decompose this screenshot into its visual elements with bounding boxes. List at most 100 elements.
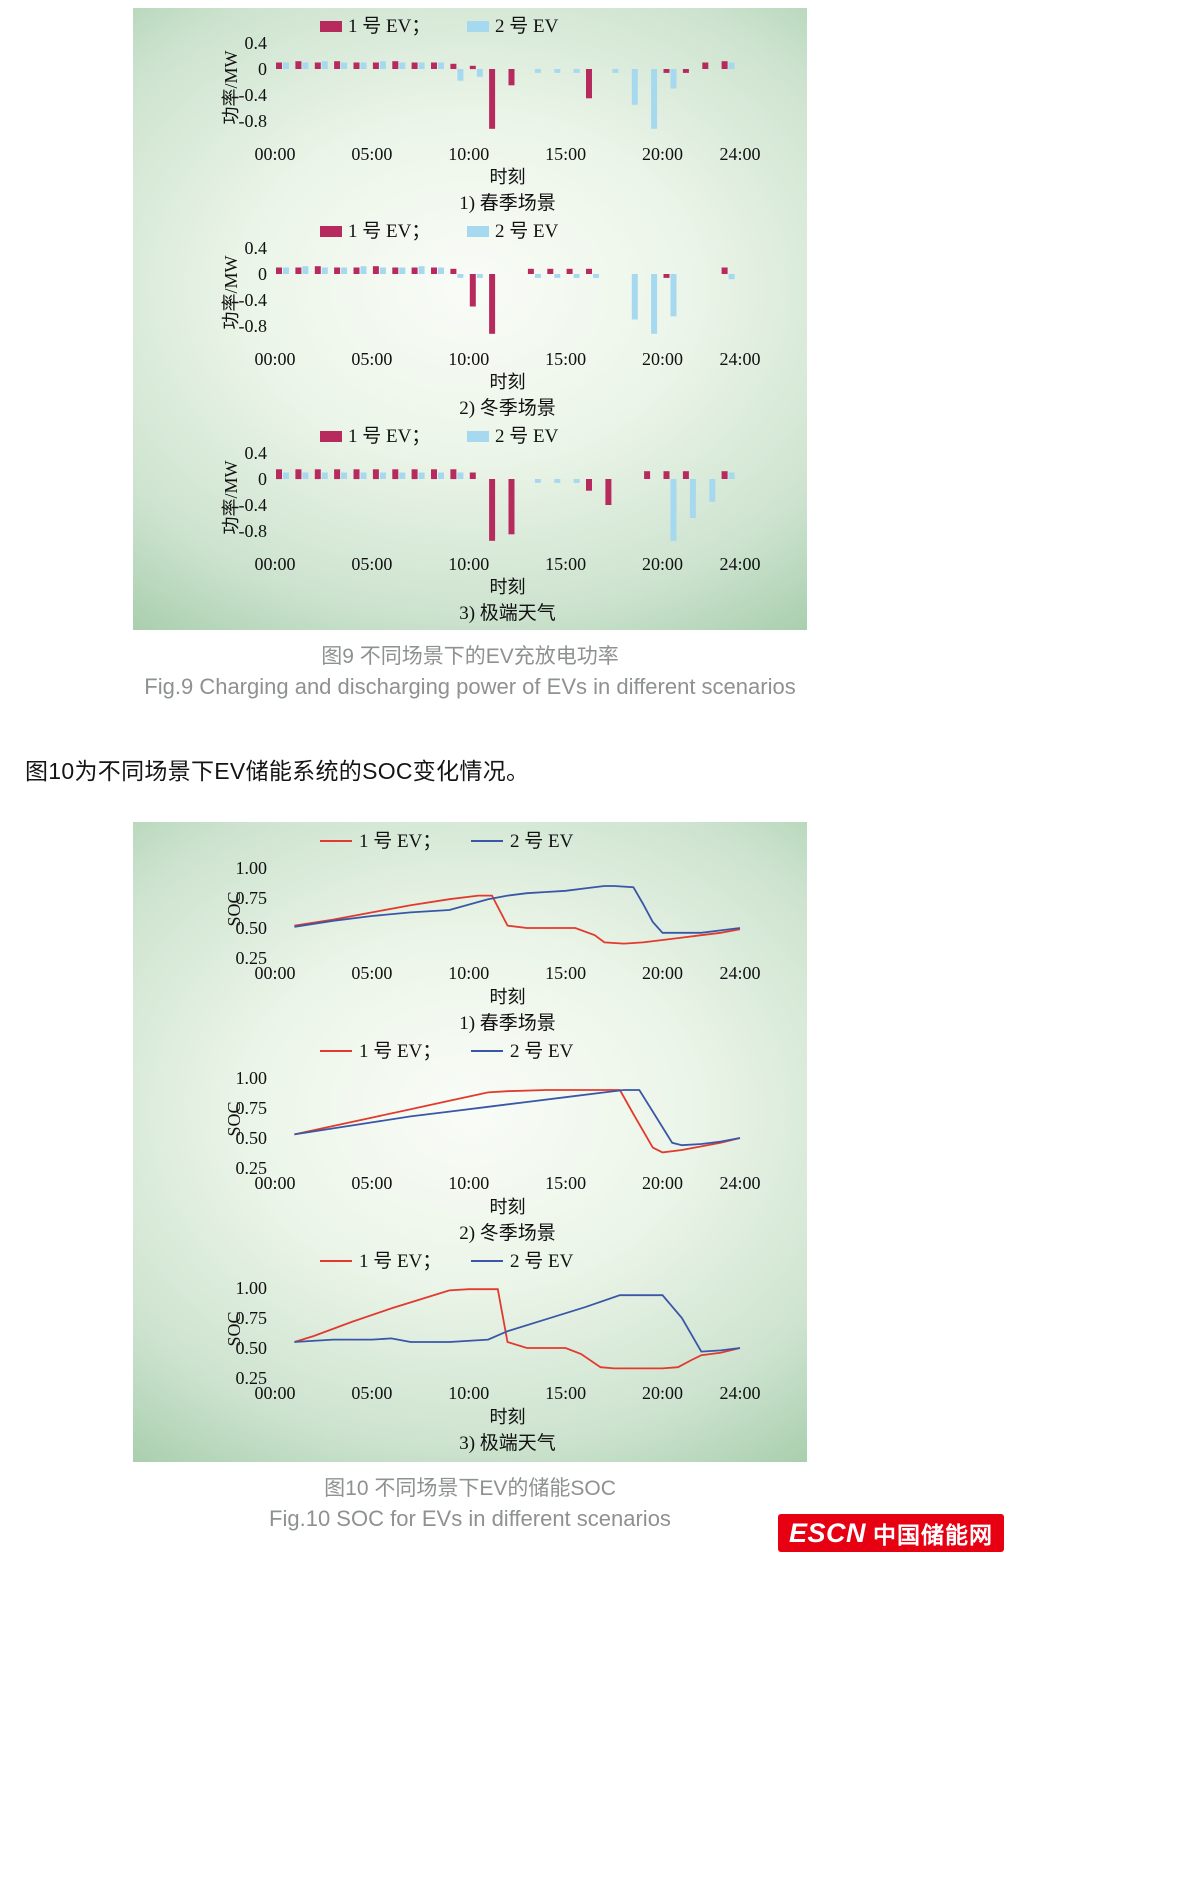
- svg-text:0.4: 0.4: [245, 33, 268, 53]
- x-axis-label: 时刻: [490, 372, 526, 392]
- figure9-caption-zh: 图9 不同场景下的EV充放电功率: [321, 645, 619, 668]
- legend-ev1-label: 1 号 EV；: [359, 1251, 441, 1272]
- fig10-extreme-chart: 1 号 EV； 2 号 EV 1.00 0.75 0.50 0.25 00:00 05:00 1…: [140, 1248, 800, 1458]
- x-axis-label: 时刻: [490, 577, 526, 597]
- legend-ev2-label: 2 号 EV: [495, 221, 559, 242]
- svg-text:05:00: 05:00: [351, 963, 392, 983]
- svg-text:0.25: 0.25: [236, 1158, 268, 1178]
- legend-ev1-label: 1 号 EV；: [348, 221, 430, 242]
- legend-ev1-swatch: [320, 226, 342, 237]
- svg-text:0: 0: [258, 469, 267, 489]
- svg-text:00:00: 00:00: [254, 1383, 295, 1403]
- chart-svg: 1 号 EV； 2 号 EV 0.4 0 -0.4 -0.8 00:00 05:00 10:00…: [221, 221, 761, 419]
- svg-text:24:00: 24:00: [719, 1383, 760, 1403]
- svg-text:-0.4: -0.4: [239, 495, 268, 515]
- svg-text:15:00: 15:00: [545, 144, 586, 164]
- svg-text:15:00: 15:00: [545, 1383, 586, 1403]
- svg-text:20:00: 20:00: [642, 963, 683, 983]
- figure10-caption-zh: 图10 不同场景下EV的储能SOC: [324, 1477, 616, 1500]
- fig10-spring-chart: 1 号 EV； 2 号 EV 1.00 0.75 0.50 0.25 00:00 05:00 1…: [140, 828, 800, 1038]
- svg-text:10:00: 10:00: [448, 963, 489, 983]
- subplot-title: 1) 春季场景: [459, 1012, 556, 1034]
- legend-ev2-label: 2 号 EV: [510, 1251, 574, 1272]
- svg-text:0.25: 0.25: [236, 1368, 268, 1388]
- legend-ev1-label: 1 号 EV；: [359, 1041, 441, 1062]
- svg-text:0.4: 0.4: [245, 238, 268, 258]
- y-axis-label: SOC: [224, 891, 244, 926]
- escn-logo: ESCN 中国储能网: [778, 1514, 1005, 1552]
- svg-text:00:00: 00:00: [254, 349, 295, 369]
- legend-ev2-label: 2 号 EV: [510, 1041, 574, 1062]
- svg-text:05:00: 05:00: [351, 349, 392, 369]
- x-axis-label: 时刻: [490, 987, 526, 1007]
- svg-text:10:00: 10:00: [448, 554, 489, 574]
- body-paragraph: 图10为不同场景下EV储能系统的SOC变化情况。: [25, 758, 530, 784]
- svg-text:20:00: 20:00: [642, 1383, 683, 1403]
- svg-text:1.00: 1.00: [236, 858, 268, 878]
- figure9-caption-en: Fig.9 Charging and discharging power of …: [144, 674, 796, 699]
- legend-ev1-swatch: [320, 21, 342, 32]
- chart-svg: 1 号 EV； 2 号 EV 0.4 0 -0.4 -0.8 00:00 05:00 10:00…: [221, 426, 761, 624]
- svg-text:20:00: 20:00: [642, 349, 683, 369]
- svg-text:-0.8: -0.8: [239, 316, 268, 336]
- svg-text:05:00: 05:00: [351, 554, 392, 574]
- y-axis-label: SOC: [224, 1101, 244, 1136]
- svg-text:0.75: 0.75: [236, 1098, 268, 1118]
- subplot-title: 3) 极端天气: [459, 602, 556, 624]
- legend-ev1-swatch: [320, 431, 342, 442]
- svg-text:0.25: 0.25: [236, 948, 268, 968]
- svg-text:00:00: 00:00: [254, 1173, 295, 1193]
- y-axis-label: SOC: [224, 1311, 244, 1346]
- svg-text:05:00: 05:00: [351, 1173, 392, 1193]
- subplot-title: 2) 冬季场景: [459, 1222, 556, 1244]
- svg-text:0.50: 0.50: [236, 1338, 268, 1358]
- svg-text:-0.8: -0.8: [239, 521, 268, 541]
- y-axis-label: 功率/MW: [221, 460, 241, 534]
- svg-text:10:00: 10:00: [448, 1383, 489, 1403]
- legend-ev1-label: 1 号 EV；: [359, 831, 441, 852]
- svg-text:05:00: 05:00: [351, 144, 392, 164]
- svg-text:24:00: 24:00: [719, 963, 760, 983]
- subplot-title: 1) 春季场景: [459, 192, 556, 214]
- svg-text:24:00: 24:00: [719, 144, 760, 164]
- escn-logo-text: ESCN: [789, 1517, 867, 1548]
- svg-text:20:00: 20:00: [642, 1173, 683, 1193]
- fig10-winter-chart: 1 号 EV； 2 号 EV 1.00 0.75 0.50 0.25 00:00 05:00 1…: [140, 1038, 800, 1248]
- legend-ev1-label: 1 号 EV；: [348, 16, 430, 37]
- escn-logo-cn-text: 中国储能网: [873, 1522, 994, 1548]
- svg-text:20:00: 20:00: [642, 554, 683, 574]
- svg-text:-0.8: -0.8: [239, 111, 268, 131]
- y-axis-label: 功率/MW: [221, 255, 241, 329]
- svg-text:00:00: 00:00: [254, 144, 295, 164]
- svg-text:10:00: 10:00: [448, 349, 489, 369]
- svg-text:-0.4: -0.4: [239, 290, 268, 310]
- legend-ev2-label: 2 号 EV: [495, 16, 559, 37]
- subplot-title: 3) 极端天气: [459, 1432, 556, 1454]
- svg-text:1.00: 1.00: [236, 1068, 268, 1088]
- figure10-panel: 1 号 EV； 2 号 EV 1.00 0.75 0.50 0.25 00:00 05:00 1…: [133, 822, 807, 1462]
- legend-ev2-swatch: [467, 431, 489, 442]
- legend-ev2-swatch: [467, 21, 489, 32]
- svg-text:00:00: 00:00: [254, 554, 295, 574]
- svg-text:00:00: 00:00: [254, 963, 295, 983]
- fig9-spring-chart: 1 号 EV； 2 号 EV 0.4 0 -0.4 -0.8 00:00 05:00 10:00…: [140, 13, 800, 218]
- svg-text:10:00: 10:00: [448, 144, 489, 164]
- x-axis-label: 时刻: [490, 1407, 526, 1427]
- svg-text:24:00: 24:00: [719, 349, 760, 369]
- svg-text:0: 0: [258, 59, 267, 79]
- svg-text:1.00: 1.00: [236, 1278, 268, 1298]
- svg-text:0.75: 0.75: [236, 1308, 268, 1328]
- fig9-extreme-chart: 1 号 EV； 2 号 EV 0.4 0 -0.4 -0.8 00:00 05:00 10:00…: [140, 423, 800, 628]
- svg-text:15:00: 15:00: [545, 963, 586, 983]
- svg-text:0.75: 0.75: [236, 888, 268, 908]
- subplot-title: 2) 冬季场景: [459, 397, 556, 419]
- svg-text:15:00: 15:00: [545, 1173, 586, 1193]
- chart-svg: 1 号 EV； 2 号 EV 0.4 0 -0.4 -0.8 00:00 05:00 10:00…: [221, 16, 761, 214]
- svg-text:0.50: 0.50: [236, 918, 268, 938]
- y-axis-label: 功率/MW: [221, 50, 241, 124]
- svg-text:10:00: 10:00: [448, 1173, 489, 1193]
